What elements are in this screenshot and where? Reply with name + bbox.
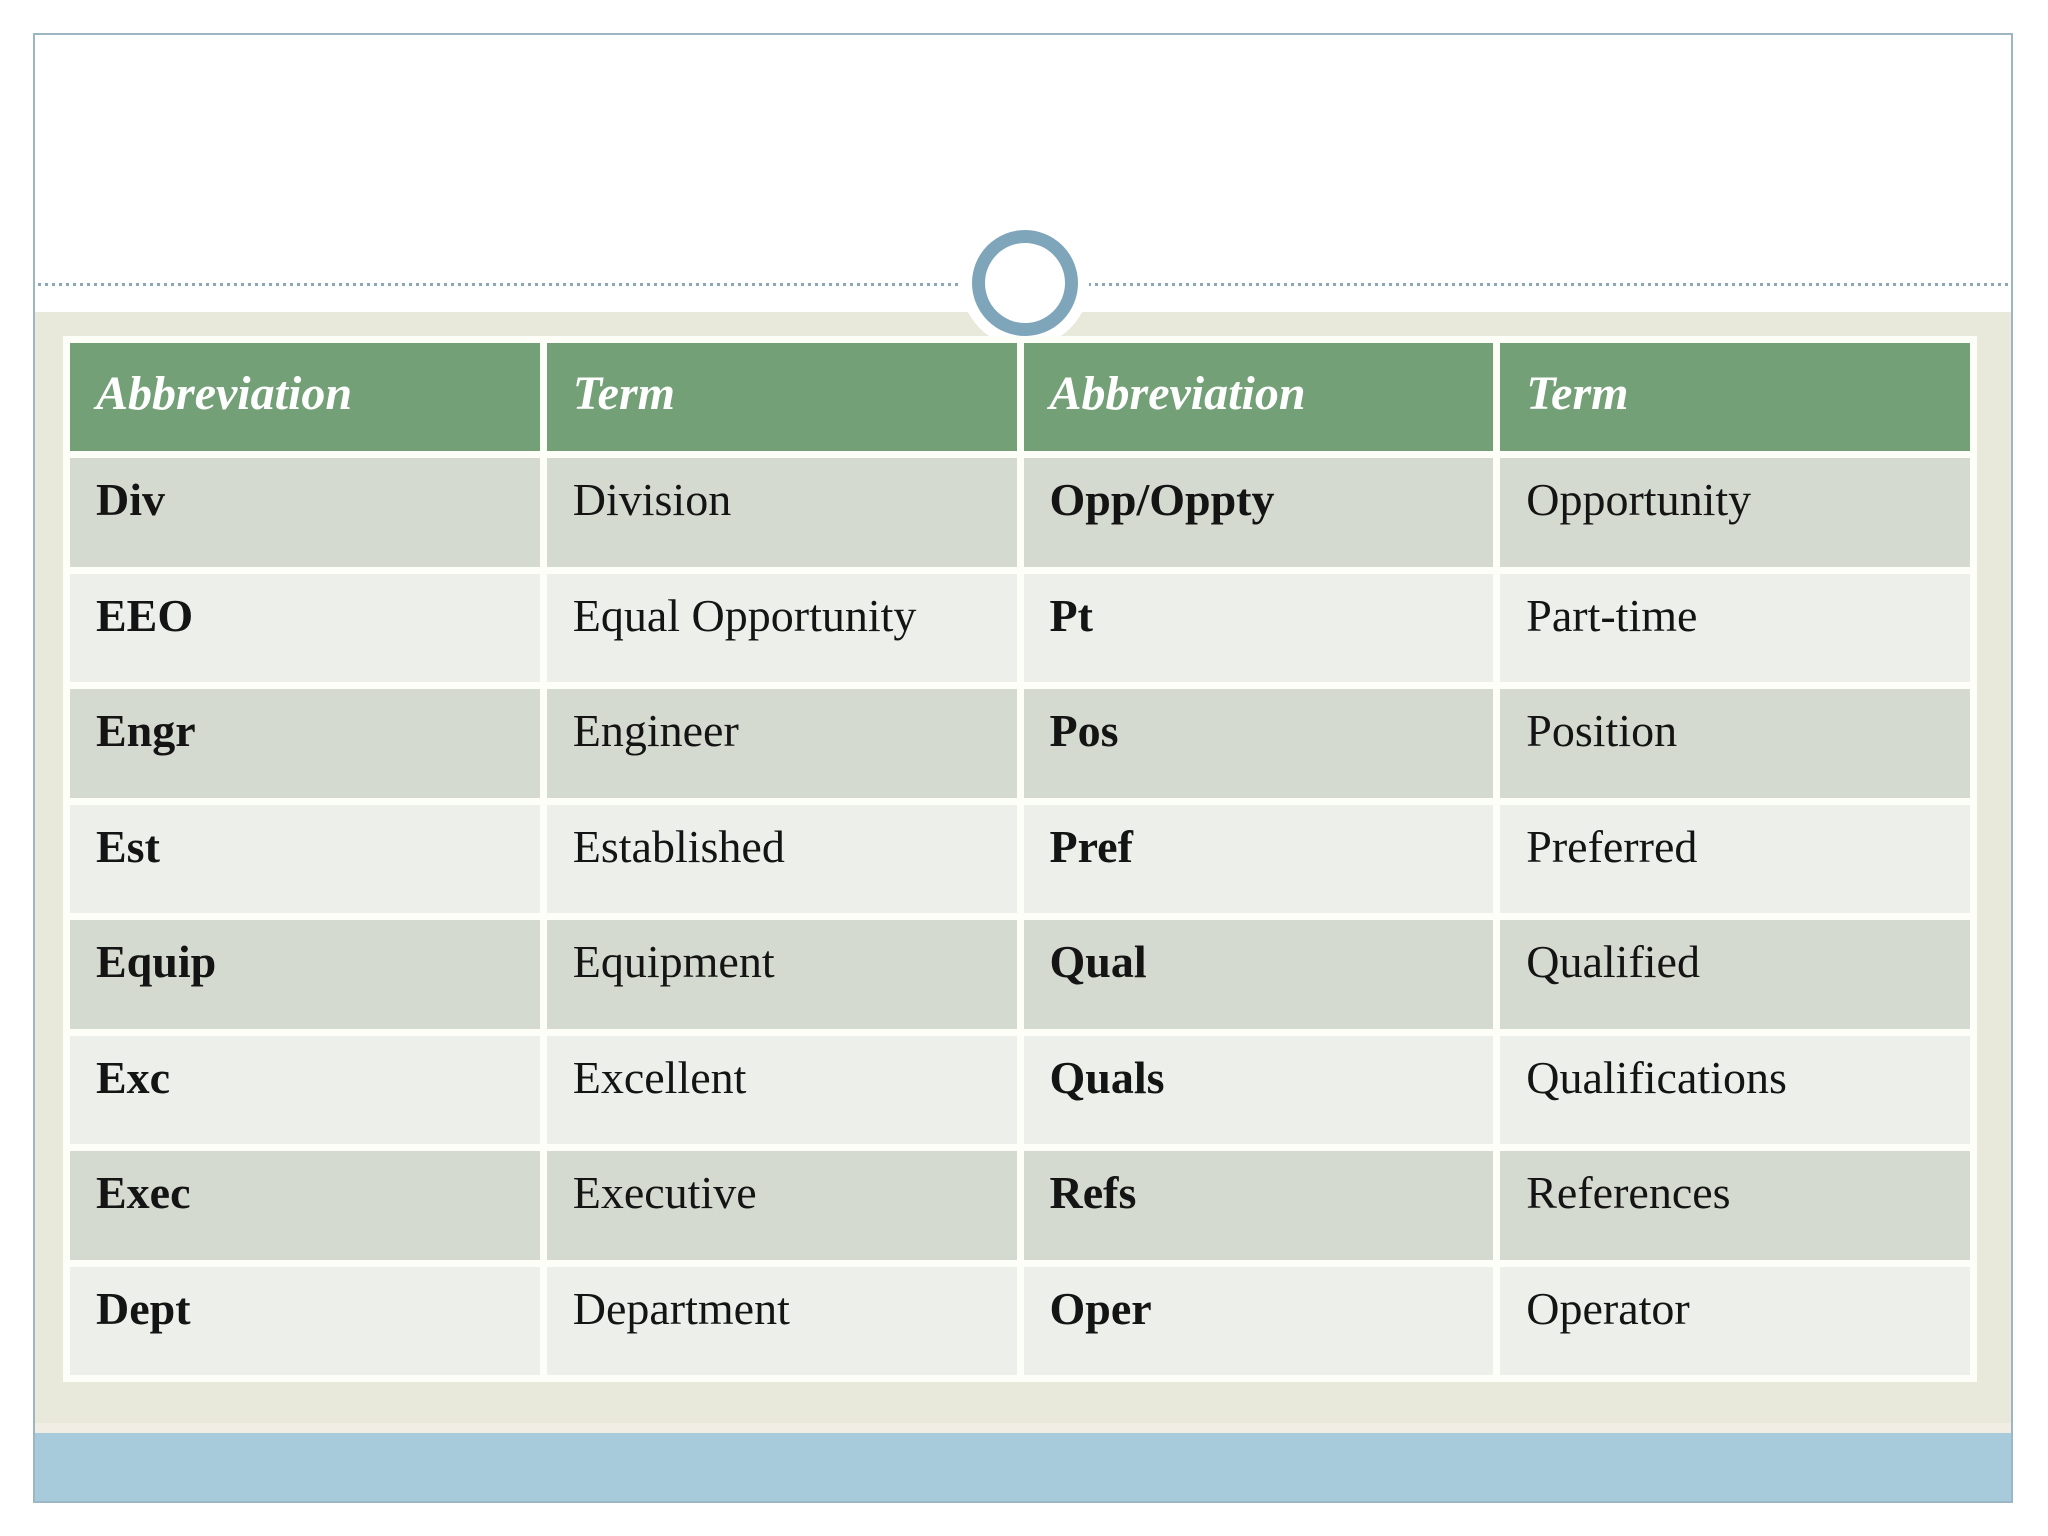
circle-ornament-icon xyxy=(972,230,1078,336)
header-cell: Term xyxy=(1500,343,1970,452)
abbreviation-cell: Pref xyxy=(1023,804,1494,914)
abbreviation-cell: Exc xyxy=(70,1035,540,1145)
term-cell: References xyxy=(1500,1151,1970,1260)
abbreviation-cell: Dept xyxy=(70,1266,540,1375)
term-cell: Established xyxy=(546,804,1017,914)
bottom-accent-bar xyxy=(35,1433,2011,1501)
term-cell: Qualifications xyxy=(1500,1035,1970,1145)
term-cell: Preferred xyxy=(1500,804,1970,914)
abbreviation-cell: Pt xyxy=(1023,573,1494,683)
abbreviation-cell: Opp/Oppty xyxy=(1023,458,1494,567)
term-cell: Engineer xyxy=(546,689,1017,798)
term-cell: Excellent xyxy=(546,1035,1017,1145)
abbreviation-cell: Refs xyxy=(1023,1151,1494,1260)
abbreviations-table: Abbreviation Term Abbreviation Term Div Divis… xyxy=(63,336,1977,1382)
slide-frame: Abbreviation Term Abbreviation Term Div Divis… xyxy=(33,33,2013,1503)
abbreviation-cell: EEO xyxy=(70,573,540,683)
abbreviation-cell: Est xyxy=(70,804,540,914)
abbreviation-cell: Equip xyxy=(70,920,540,1029)
term-cell: Position xyxy=(1500,689,1970,798)
abbreviation-cell: Quals xyxy=(1023,1035,1494,1145)
term-cell: Department xyxy=(546,1266,1017,1375)
term-cell: Division xyxy=(546,458,1017,567)
header-cell: Abbreviation xyxy=(1023,343,1494,452)
abbreviation-cell: Exec xyxy=(70,1151,540,1260)
term-cell: Opportunity xyxy=(1500,458,1970,567)
header-cell: Abbreviation xyxy=(70,343,540,452)
header-cell: Term xyxy=(546,343,1017,452)
abbreviation-cell: Oper xyxy=(1023,1266,1494,1375)
abbreviation-cell: Pos xyxy=(1023,689,1494,798)
abbreviation-cell: Engr xyxy=(70,689,540,798)
term-cell: Executive xyxy=(546,1151,1017,1260)
term-cell: Qualified xyxy=(1500,920,1970,1029)
abbreviation-cell: Qual xyxy=(1023,920,1494,1029)
abbreviation-cell: Div xyxy=(70,458,540,567)
divider-strip xyxy=(35,1423,2011,1433)
term-cell: Operator xyxy=(1500,1266,1970,1375)
term-cell: Part-time xyxy=(1500,573,1970,683)
term-cell: Equal Opportunity xyxy=(546,573,1017,683)
term-cell: Equipment xyxy=(546,920,1017,1029)
